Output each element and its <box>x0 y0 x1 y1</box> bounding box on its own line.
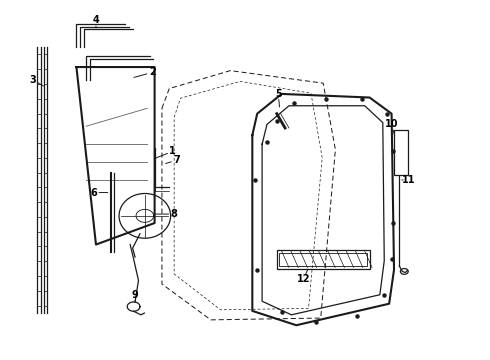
Text: 3: 3 <box>29 75 36 85</box>
Text: 11: 11 <box>402 175 416 185</box>
Text: 2: 2 <box>149 67 155 77</box>
Text: 9: 9 <box>132 290 139 300</box>
Bar <box>279 253 367 266</box>
Text: 6: 6 <box>90 188 97 198</box>
Text: 8: 8 <box>171 209 177 219</box>
Text: 7: 7 <box>173 155 180 165</box>
Bar <box>394 130 408 175</box>
Text: 10: 10 <box>385 120 398 129</box>
Bar <box>277 250 369 269</box>
Text: 12: 12 <box>297 274 310 284</box>
Text: 1: 1 <box>170 146 176 156</box>
Text: 4: 4 <box>93 15 99 26</box>
Text: 5: 5 <box>275 89 282 99</box>
